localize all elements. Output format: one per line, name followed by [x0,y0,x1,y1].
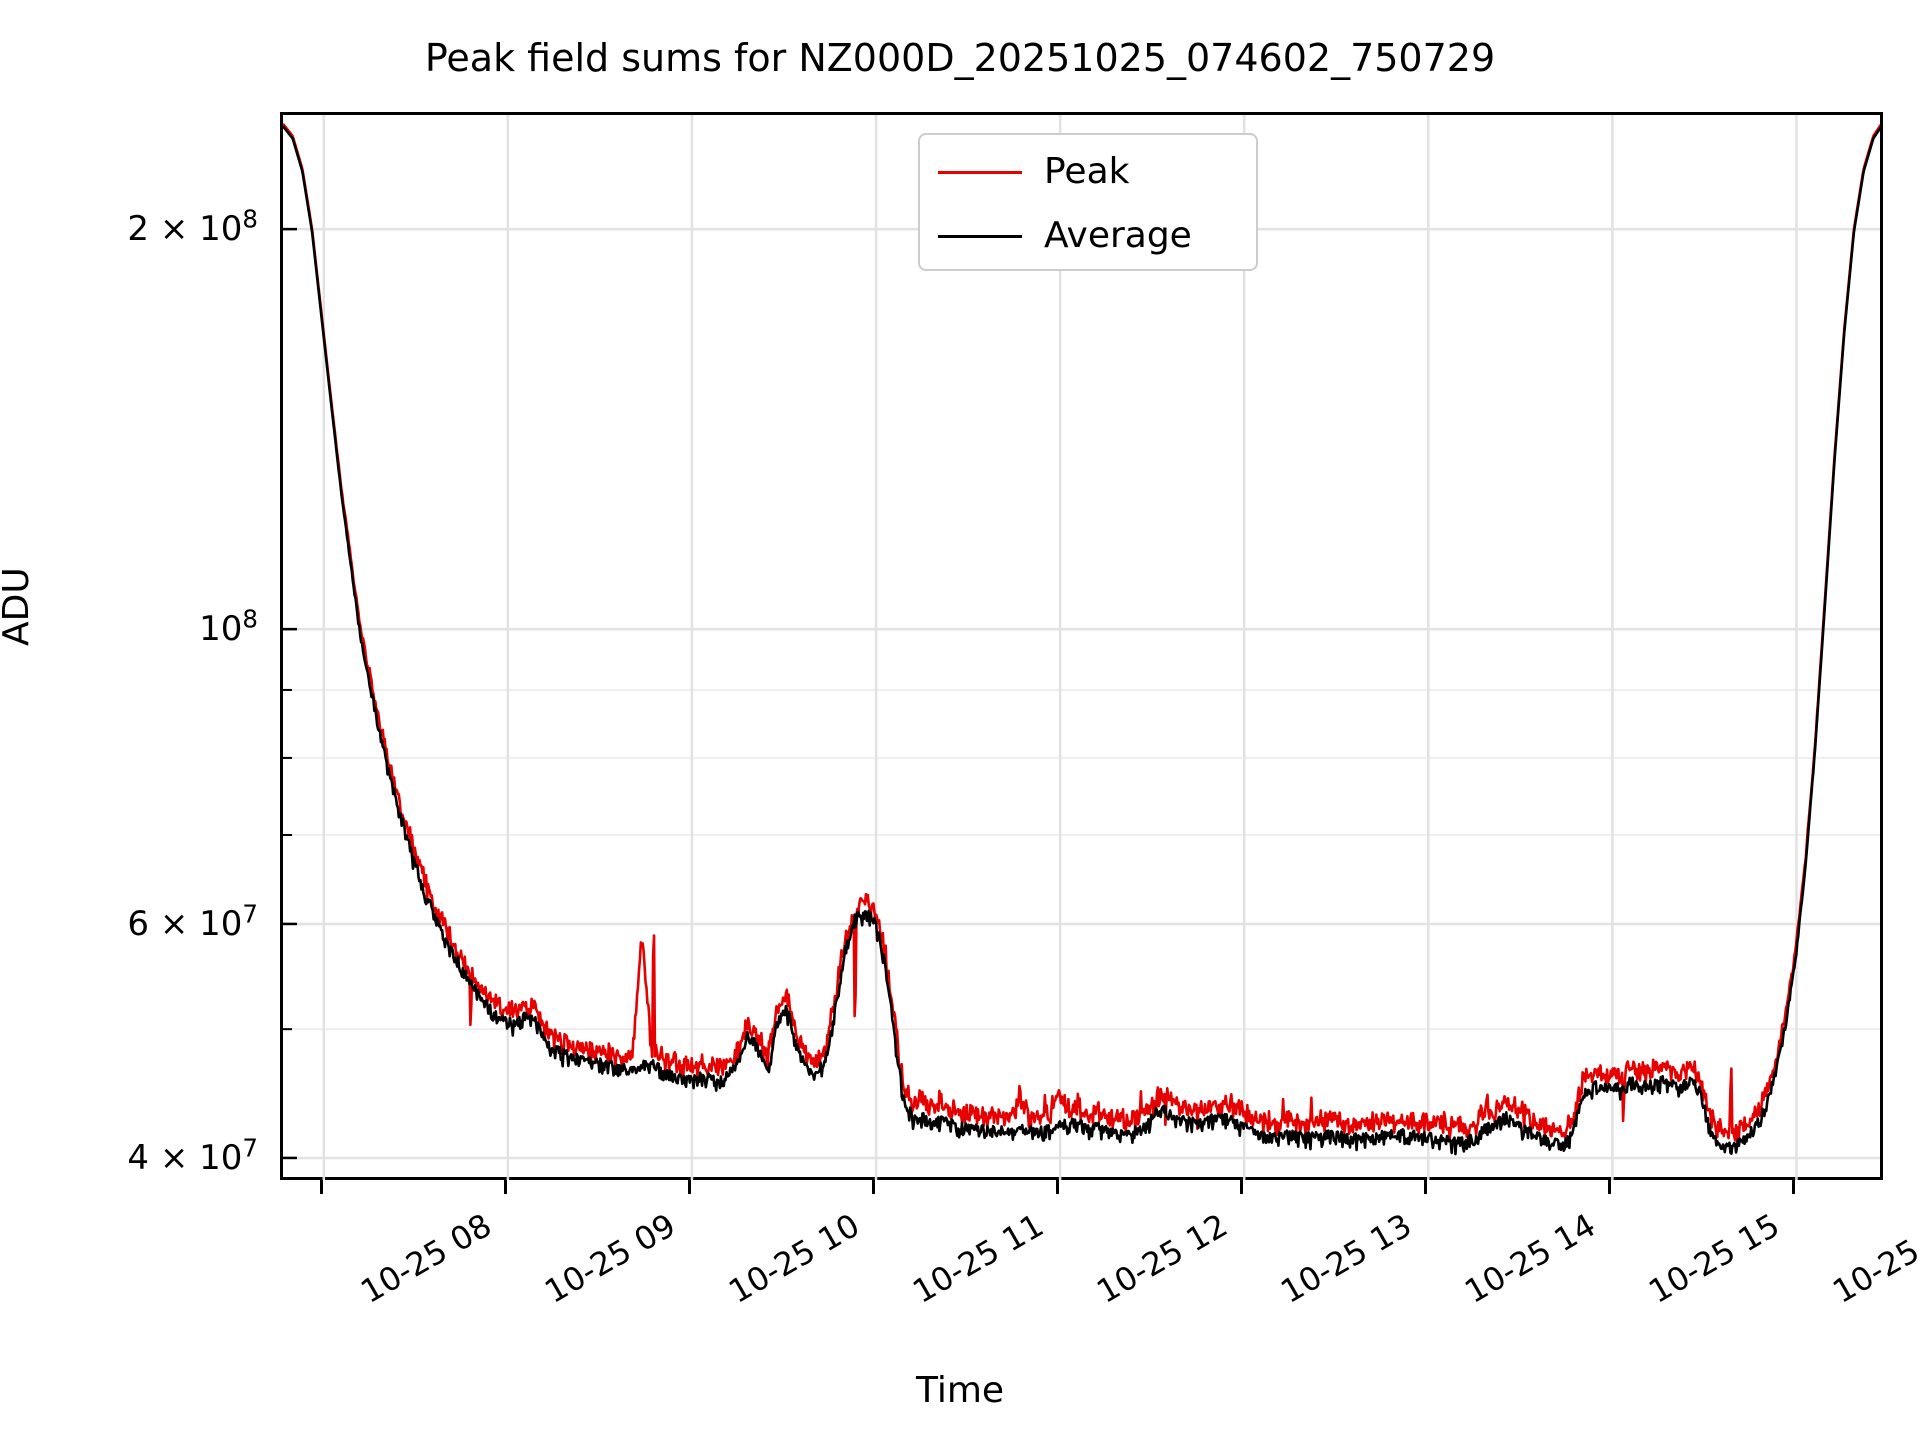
series-plot [283,112,1883,1180]
page-title: Peak field sums for NZ000D_20251025_0746… [424,36,1496,80]
x-tick-mark [1792,1180,1796,1194]
x-tick-label: 10-25 16 [1826,1206,1920,1311]
legend-swatch-peak [938,170,1022,174]
axis-tick-marks [283,227,297,1160]
y-tick-label: 4 × 107 [127,1133,258,1178]
y-tick-label: 2 × 108 [127,204,258,250]
series-line-peak [283,120,1883,1144]
legend-entry-average[interactable]: Average [920,205,1256,267]
y-tick-label: 108 [199,604,258,650]
x-tick-label: 10-25 12 [1090,1206,1234,1311]
legend-entry-peak[interactable]: Peak [920,141,1256,203]
x-tick-label: 10-25 11 [906,1206,1050,1311]
x-tick-mark [1240,1180,1244,1194]
x-tick-label: 10-25 14 [1458,1206,1603,1311]
series-line-average [283,123,1883,1156]
legend-label-average: Average [1044,215,1192,256]
x-tick-mark [872,1180,876,1194]
legend-swatch-average [938,234,1022,238]
data-series-layer [283,112,1883,1180]
y-axis-label: ADU [0,567,37,646]
x-tick-label: 10-25 15 [1642,1206,1787,1311]
y-tick-label: 6 × 107 [127,899,258,944]
plot-area [280,112,1883,1180]
x-tick-label: 10-25 09 [538,1206,682,1311]
x-tick-mark [1608,1180,1612,1194]
x-axis-label: Time [915,1370,1005,1411]
x-tick-mark [319,1180,323,1194]
legend[interactable]: Peak Average [918,133,1258,271]
x-tick-mark [1056,1180,1060,1194]
x-tick-mark [503,1180,507,1194]
legend-label-peak: Peak [1044,151,1130,192]
x-tick-mark [687,1180,691,1194]
x-tick-mark [1424,1180,1428,1194]
x-tick-label: 10-25 10 [722,1206,866,1311]
x-tick-label: 10-25 13 [1274,1206,1419,1311]
x-tick-label: 10-25 08 [354,1206,498,1311]
